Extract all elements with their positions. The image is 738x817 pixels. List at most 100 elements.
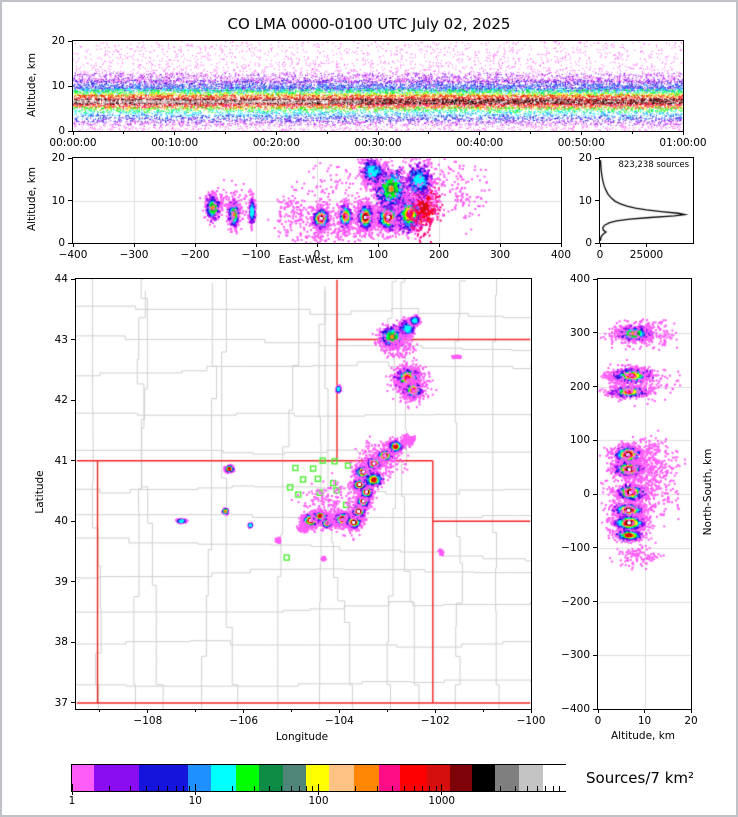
colorbar-minor-tick bbox=[478, 786, 480, 791]
x-tick-label: −200 bbox=[180, 249, 210, 261]
y-tick-label: 39 bbox=[54, 575, 68, 588]
colorbar-tick-label: 100 bbox=[308, 795, 329, 807]
x-tick-label: −106 bbox=[229, 715, 259, 727]
x-tick-mark bbox=[597, 709, 599, 713]
x-tick-label: 00:40:00 bbox=[456, 137, 504, 149]
colorbar-minor-tick bbox=[429, 786, 431, 791]
y-tick-mark bbox=[595, 200, 599, 201]
y-tick-label: 20 bbox=[578, 151, 592, 164]
colorbar-minor-tick bbox=[552, 786, 554, 791]
x-tick-mark bbox=[174, 131, 176, 135]
y-tick-mark bbox=[593, 708, 597, 710]
x-tick-mark bbox=[530, 709, 532, 713]
colorbar-minor-tick bbox=[253, 786, 255, 791]
y-tick-mark bbox=[593, 547, 597, 549]
ew-altitude-ylabel: Altitude, km bbox=[26, 166, 38, 232]
ew-altitude-xlabel: East-West, km bbox=[278, 254, 354, 266]
y-tick-label: 0 bbox=[58, 124, 65, 137]
colorbar-minor-tick bbox=[392, 786, 394, 791]
y-tick-label: −300 bbox=[561, 649, 590, 661]
colorbar-swatch bbox=[188, 765, 212, 791]
colorbar-swatch bbox=[259, 765, 284, 791]
x-tick-label: 25000 bbox=[629, 249, 664, 261]
y-tick-label: 400 bbox=[569, 272, 590, 285]
colorbar-swatch bbox=[450, 765, 473, 791]
x-tick-label: 10 bbox=[637, 715, 652, 727]
ns-altitude-panel: 0 10 20 400 300 200 100 0 −100 −200 −300 −400 bbox=[561, 274, 698, 726]
x-tick-mark bbox=[434, 709, 436, 713]
colorbar-swatch bbox=[329, 765, 355, 791]
colorbar-minor-tick bbox=[413, 786, 415, 791]
colorbar-minor-tick bbox=[108, 786, 110, 791]
y-tick-mark bbox=[71, 278, 75, 280]
colorbar-minor-tick bbox=[527, 786, 529, 791]
x-tick-label: 20 bbox=[684, 715, 698, 727]
colorbar-swatch bbox=[519, 765, 544, 791]
y-tick-mark bbox=[68, 85, 72, 87]
colorbar-minor-tick bbox=[231, 786, 233, 791]
colorbar-minor-tick bbox=[298, 786, 300, 791]
x-tick-mark bbox=[599, 243, 601, 247]
ew-altitude-canvas bbox=[73, 158, 561, 243]
colorbar-tick bbox=[318, 784, 319, 795]
page-title: CO LMA 0000-0100 UTC July 02, 2025 bbox=[227, 15, 511, 33]
y-tick-label: 300 bbox=[569, 326, 590, 339]
map-xlabel: Longitude bbox=[275, 731, 329, 743]
colorbar-minor-tick bbox=[376, 786, 378, 791]
colorbar-minor-tick bbox=[175, 786, 177, 791]
colorbar-minor-tick bbox=[268, 786, 270, 791]
x-tick-label: 0 bbox=[313, 249, 321, 261]
y-tick-label: 100 bbox=[569, 434, 590, 446]
x-minor-tick bbox=[99, 709, 101, 712]
x-tick-mark bbox=[682, 131, 684, 135]
y-tick-mark bbox=[68, 130, 72, 132]
colorbar-tick bbox=[71, 784, 73, 795]
y-tick-mark bbox=[71, 339, 75, 341]
y-tick-mark bbox=[71, 581, 75, 583]
y-tick-mark bbox=[593, 332, 597, 334]
y-tick-label: 10 bbox=[51, 79, 65, 92]
colorbar-swatch bbox=[139, 765, 189, 791]
x-minor-tick bbox=[386, 709, 388, 712]
x-tick-mark bbox=[194, 243, 196, 247]
x-minor-tick bbox=[482, 709, 484, 712]
x-tick-mark bbox=[644, 709, 645, 713]
x-tick-label: 0 bbox=[594, 715, 602, 727]
x-minor-tick bbox=[195, 709, 197, 712]
map-panel: −108 −106 −104 −102 −100 37 38 39 40 41 42 43 44 bbox=[55, 274, 546, 726]
x-tick-label: 00:50:00 bbox=[557, 137, 605, 149]
colorbar: 1 10 100 1000 bbox=[69, 764, 566, 806]
y-tick-label: −200 bbox=[561, 595, 590, 608]
map-ylabel: Latitude bbox=[34, 470, 46, 514]
x-tick-label: −108 bbox=[133, 715, 163, 727]
colorbar-minor-tick bbox=[280, 786, 282, 791]
y-tick-mark bbox=[71, 460, 75, 462]
y-tick-label: 41 bbox=[54, 454, 68, 467]
y-tick-mark bbox=[68, 157, 72, 159]
colorbar-minor-tick bbox=[537, 786, 539, 791]
y-tick-mark bbox=[68, 242, 72, 244]
colorbar-minor-tick bbox=[130, 786, 132, 791]
x-tick-mark bbox=[377, 131, 379, 135]
altitude-histogram-panel: 823,238 sources 0 25000 0 10 20 bbox=[579, 153, 694, 260]
colorbar-swatch bbox=[94, 765, 140, 791]
x-tick-mark bbox=[316, 243, 318, 247]
colorbar-minor-tick bbox=[404, 786, 406, 791]
colorbar-swatch bbox=[236, 765, 260, 791]
y-tick-label: 0 bbox=[58, 236, 65, 249]
x-tick-mark bbox=[255, 243, 257, 247]
x-tick-label: 01:00:00 bbox=[659, 137, 707, 149]
x-tick-mark bbox=[377, 243, 379, 247]
colorbar-minor-tick bbox=[145, 786, 147, 791]
colorbar-tick-label: 1 bbox=[68, 795, 76, 807]
y-tick-label: 0 bbox=[583, 487, 590, 500]
colorbar-minor-tick bbox=[422, 786, 424, 791]
colorbar-minor-tick bbox=[312, 786, 314, 791]
altitude-histogram-canvas bbox=[600, 158, 693, 243]
y-tick-label: 10 bbox=[578, 194, 592, 207]
y-tick-mark bbox=[71, 399, 75, 401]
y-tick-label: 37 bbox=[54, 696, 68, 709]
y-tick-label: 20 bbox=[51, 34, 65, 47]
x-tick-label: 100 bbox=[367, 249, 389, 261]
